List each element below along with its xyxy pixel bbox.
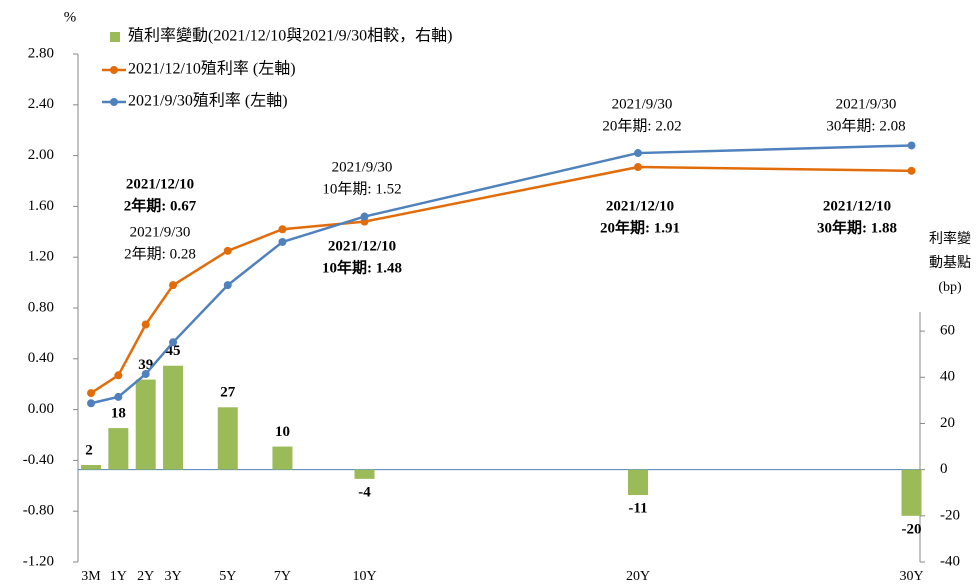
line [90, 144, 912, 405]
annotation: 2021/12/10 [606, 198, 674, 214]
x-tick-label: 2Y [137, 569, 154, 584]
annotation: 2021/9/30 [332, 159, 393, 175]
x-tick-label: 5Y [219, 569, 236, 584]
y2-axis-label: 動基點 [929, 254, 971, 271]
point [907, 141, 916, 150]
bar-value-label: -4 [358, 484, 371, 500]
point [634, 163, 642, 172]
annotation: 2年期: 0.28 [124, 245, 196, 262]
y2-tick-label: 20 [940, 415, 955, 431]
y2-tick-label: 0 [940, 461, 948, 477]
bar [163, 365, 184, 470]
y-tick-label: 1.60 [28, 198, 54, 214]
bar [354, 469, 375, 479]
y-tick-label: 0.80 [28, 299, 54, 315]
y-tick-label: -0.80 [23, 503, 54, 519]
annotation: 30年期: 2.08 [826, 117, 905, 134]
x-tick-label: 3M [81, 569, 101, 584]
y-tick-label: -0.40 [23, 452, 54, 468]
bar-value-label: 10 [275, 424, 290, 440]
y2-tick-label: 40 [940, 369, 955, 385]
legend-label: 殖利率變動(2021/12/10與2021/9/30相較，右軸) [128, 27, 452, 45]
line [90, 165, 912, 395]
point [169, 338, 178, 347]
point [114, 371, 123, 380]
annotation: 2021/12/10 [328, 238, 396, 254]
bar [108, 428, 129, 470]
point [114, 392, 123, 401]
legend-swatch [110, 32, 120, 42]
annotation: 20年期: 1.91 [600, 218, 680, 236]
y2-tick-label: -40 [940, 553, 960, 569]
y-tick-label: 1.20 [28, 249, 54, 265]
point [141, 320, 150, 329]
x-tick-label: 7Y [274, 569, 291, 584]
annotation: 2年期: 0.67 [124, 196, 197, 214]
annotation: 30年期: 1.88 [817, 218, 897, 236]
y-tick-label: 0.00 [28, 401, 54, 417]
x-tick-label: 20Y [626, 569, 650, 584]
annotation: 10年期: 1.52 [322, 180, 401, 197]
point [278, 237, 287, 246]
point [278, 225, 287, 234]
legend-swatch [110, 98, 118, 106]
point [223, 281, 232, 290]
bar [901, 469, 922, 516]
point [360, 212, 369, 221]
bar [272, 446, 293, 470]
y2-axis-label: 利率變 [929, 230, 971, 247]
point [169, 281, 178, 290]
point [141, 370, 150, 379]
annotation: 2021/9/30 [612, 96, 673, 112]
bar-value-label: 27 [220, 385, 236, 401]
annotation: 2021/12/10 [823, 198, 891, 214]
legend-label: 2021/9/30殖利率 (左軸) [128, 92, 288, 110]
annotation: 2021/12/10 [126, 176, 194, 192]
y-tick-label: 0.40 [28, 350, 54, 366]
bar [81, 465, 102, 470]
x-tick-label: 1Y [110, 569, 127, 584]
y2-tick-label: 60 [940, 323, 955, 339]
bar [628, 469, 648, 496]
bar [217, 407, 238, 470]
y-unit: % [64, 9, 77, 25]
annotation: 2021/9/30 [130, 224, 191, 240]
legend-swatch [110, 66, 118, 74]
point [907, 166, 916, 175]
y-tick-label: 2.40 [28, 96, 54, 112]
y-tick-label: 2.00 [28, 147, 54, 163]
legend-label: 2021/12/10殖利率 (左軸) [128, 60, 296, 78]
x-tick-label: 3Y [164, 569, 181, 584]
annotation: 2021/9/30 [836, 96, 897, 112]
annotation: 10年期: 1.48 [322, 258, 402, 276]
bar-value-label: 2 [85, 442, 93, 458]
point [634, 149, 642, 158]
x-tick-label: 10Y [352, 569, 376, 584]
annotation: 20年期: 2.02 [602, 117, 681, 134]
y2-tick-label: -20 [940, 507, 960, 523]
y-tick-label: -1.20 [23, 553, 54, 569]
bar-value-label: -20 [902, 521, 922, 537]
point [223, 246, 232, 255]
bar-value-label: 18 [111, 406, 126, 422]
bar [135, 379, 156, 470]
y2-axis-label: (bp) [938, 280, 962, 295]
y-tick-label: 2.80 [28, 45, 54, 61]
bar-value-label: -11 [628, 500, 647, 516]
point [87, 389, 96, 398]
x-tick-label: 30Y [899, 569, 923, 584]
point [87, 399, 96, 408]
